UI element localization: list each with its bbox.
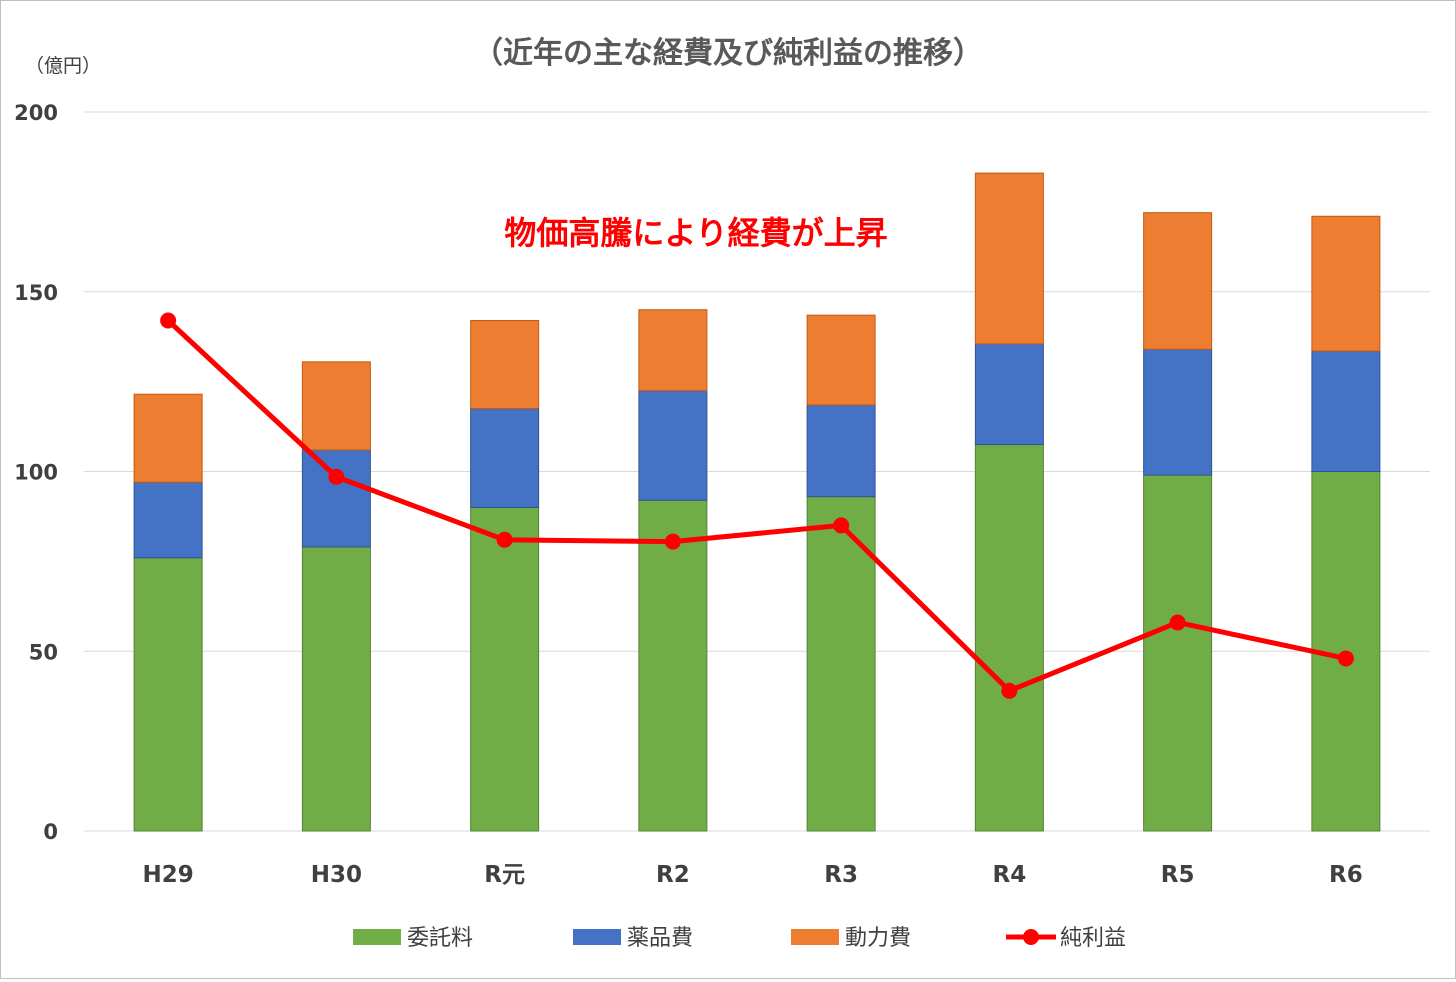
point-純利益-R3 xyxy=(833,517,850,534)
y-tick-label-150: 150 xyxy=(14,281,58,305)
legend-label-純利益: 純利益 xyxy=(1060,926,1126,951)
chart-title: （近年の主な経費及び純利益の推移） xyxy=(473,36,983,71)
bar-動力費-H29 xyxy=(133,393,203,483)
bar-薬品費-H29 xyxy=(133,481,203,559)
line-純利益 xyxy=(166,318,1347,694)
point-純利益-R6 xyxy=(1337,650,1354,667)
bar-動力費-R3 xyxy=(806,314,876,406)
y-tick-label-200: 200 xyxy=(14,101,58,125)
bar-薬品費-R5 xyxy=(1143,348,1213,476)
bar-委託料-R3 xyxy=(806,496,876,832)
legend-label-委託料: 委託料 xyxy=(407,926,473,951)
x-tick-label-R元: R元 xyxy=(484,862,525,888)
bar-薬品費-R元 xyxy=(470,408,540,508)
bar-series xyxy=(133,172,1381,832)
y-tick-label-0: 0 xyxy=(43,820,58,844)
point-純利益-H30 xyxy=(328,468,345,485)
bar-委託料-R2 xyxy=(638,499,708,832)
x-axis-ticks: H29 H30 R元 R2 R3 R4 R5 R6 xyxy=(142,862,1362,888)
bar-薬品費-R2 xyxy=(638,390,708,501)
point-純利益-H29 xyxy=(160,312,177,329)
legend-label-薬品費: 薬品費 xyxy=(627,926,693,951)
x-tick-label-R3: R3 xyxy=(824,862,858,888)
bar-動力費-R5 xyxy=(1143,212,1213,350)
x-tick-label-H29: H29 xyxy=(142,862,193,888)
y-axis-unit-label: （億円） xyxy=(25,55,101,77)
y-axis-ticks: 0 50 100 150 200 xyxy=(14,101,58,844)
annotation-price-surge: 物価高騰により経費が上昇 xyxy=(504,214,887,252)
bar-薬品費-R3 xyxy=(806,404,876,498)
legend: 委託料 薬品費 動力費 純利益 xyxy=(353,926,1126,951)
point-純利益-R4 xyxy=(1001,682,1018,699)
bar-動力費-R元 xyxy=(470,320,540,410)
x-tick-label-R6: R6 xyxy=(1329,862,1363,888)
x-tick-label-R4: R4 xyxy=(993,862,1027,888)
bar-動力費-R2 xyxy=(638,309,708,392)
legend-swatch-薬品費 xyxy=(573,929,621,945)
legend-label-動力費: 動力費 xyxy=(845,926,911,951)
x-tick-label-R2: R2 xyxy=(656,862,690,888)
bar-薬品費-H30 xyxy=(301,449,371,548)
point-純利益-R2 xyxy=(664,533,681,550)
y-tick-label-100: 100 xyxy=(14,461,58,485)
bar-委託料-R元 xyxy=(470,506,540,832)
bar-薬品費-R6 xyxy=(1311,350,1381,473)
legend-swatch-marker-純利益 xyxy=(1023,929,1039,945)
bar-委託料-R5 xyxy=(1143,474,1213,832)
bar-動力費-R4 xyxy=(974,172,1044,345)
bar-薬品費-R4 xyxy=(974,343,1044,446)
legend-swatch-動力費 xyxy=(791,929,839,945)
bar-動力費-H30 xyxy=(301,361,371,451)
point-純利益-R5 xyxy=(1169,614,1186,631)
bar-委託料-H30 xyxy=(301,546,371,832)
legend-swatch-委託料 xyxy=(353,929,401,945)
bar-委託料-H29 xyxy=(133,557,203,832)
bar-動力費-R6 xyxy=(1311,215,1381,352)
y-tick-label-50: 50 xyxy=(29,640,58,664)
point-純利益-R元 xyxy=(496,531,513,548)
line-series xyxy=(160,312,1354,699)
x-tick-label-H30: H30 xyxy=(311,862,362,888)
bar-委託料-R4 xyxy=(974,444,1044,832)
x-tick-label-R5: R5 xyxy=(1161,862,1195,888)
